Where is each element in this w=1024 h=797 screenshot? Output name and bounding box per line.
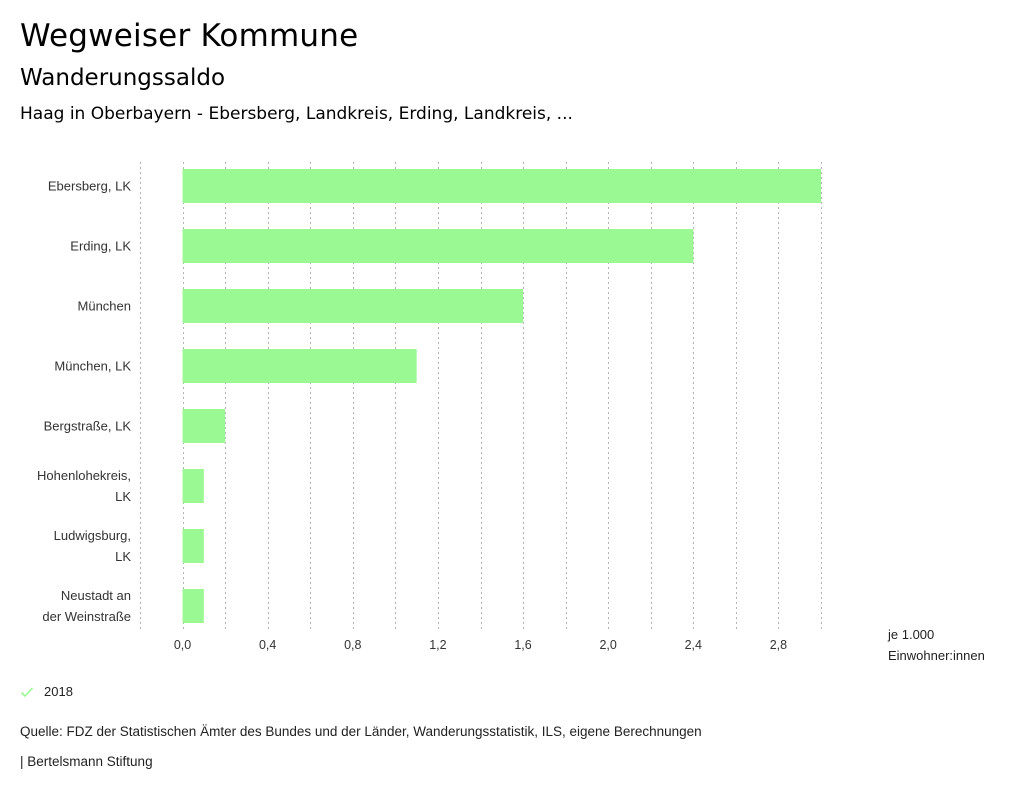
legend-item-2018[interactable]: 2018 (20, 684, 73, 699)
category-label: der Weinstraße (42, 609, 131, 624)
category-labels: Ebersberg, LK Erding, LK München München, L… (37, 179, 131, 625)
category-label: Hohenlohekreis, (37, 468, 131, 483)
bar[interactable] (182, 589, 204, 623)
category-label: LK (115, 549, 131, 564)
bar[interactable] (182, 409, 226, 443)
bar[interactable] (182, 229, 694, 263)
check-icon (20, 685, 34, 699)
bar-chart: Ebersberg, LK Erding, LK München München, L… (37, 162, 822, 652)
category-label: München (78, 299, 131, 314)
grid-lines (140, 162, 822, 630)
bars (182, 169, 821, 623)
source-note: Quelle: FDZ der Statistischen Ämter des … (20, 724, 702, 739)
category-label: LK (115, 489, 131, 504)
category-label: Ludwigsburg, (54, 528, 131, 543)
category-label: Ebersberg, LK (48, 179, 131, 194)
x-tick-label: 2,0 (599, 638, 616, 652)
x-axis-unit-line-1: je 1.000 (888, 627, 935, 642)
category-label: Neustadt an (61, 588, 131, 603)
tick-labels: 0,0 0,4 0,8 1,2 1,6 2,0 2,4 2,8 (174, 638, 787, 652)
x-tick-label: 0,0 (174, 638, 191, 652)
chart-subtitle: Wanderungssaldo (20, 65, 226, 91)
category-label: Erding, LK (70, 239, 131, 254)
x-axis-unit-label: je 1.000 Einwohner:innen (888, 624, 985, 666)
credit-note: | Bertelsmann Stiftung (20, 754, 153, 769)
x-axis-unit-line-2: Einwohner:innen (888, 648, 985, 663)
bar[interactable] (182, 529, 204, 563)
category-label: München, LK (54, 359, 131, 374)
bar[interactable] (182, 169, 821, 203)
x-tick-label: 0,8 (344, 638, 361, 652)
x-tick-label: 2,4 (685, 638, 702, 652)
x-tick-label: 0,4 (259, 638, 276, 652)
bar[interactable] (182, 289, 524, 323)
region-title: Haag in Oberbayern - Ebersberg, Landkrei… (20, 104, 573, 124)
bar[interactable] (182, 349, 417, 383)
page-title: Wegweiser Kommune (20, 18, 359, 54)
category-label: Bergstraße, LK (44, 419, 132, 434)
x-tick-label: 1,2 (429, 638, 446, 652)
x-tick-label: 1,6 (514, 638, 531, 652)
x-tick-label: 2,8 (770, 638, 787, 652)
bar[interactable] (182, 469, 204, 503)
legend-label: 2018 (44, 684, 73, 699)
